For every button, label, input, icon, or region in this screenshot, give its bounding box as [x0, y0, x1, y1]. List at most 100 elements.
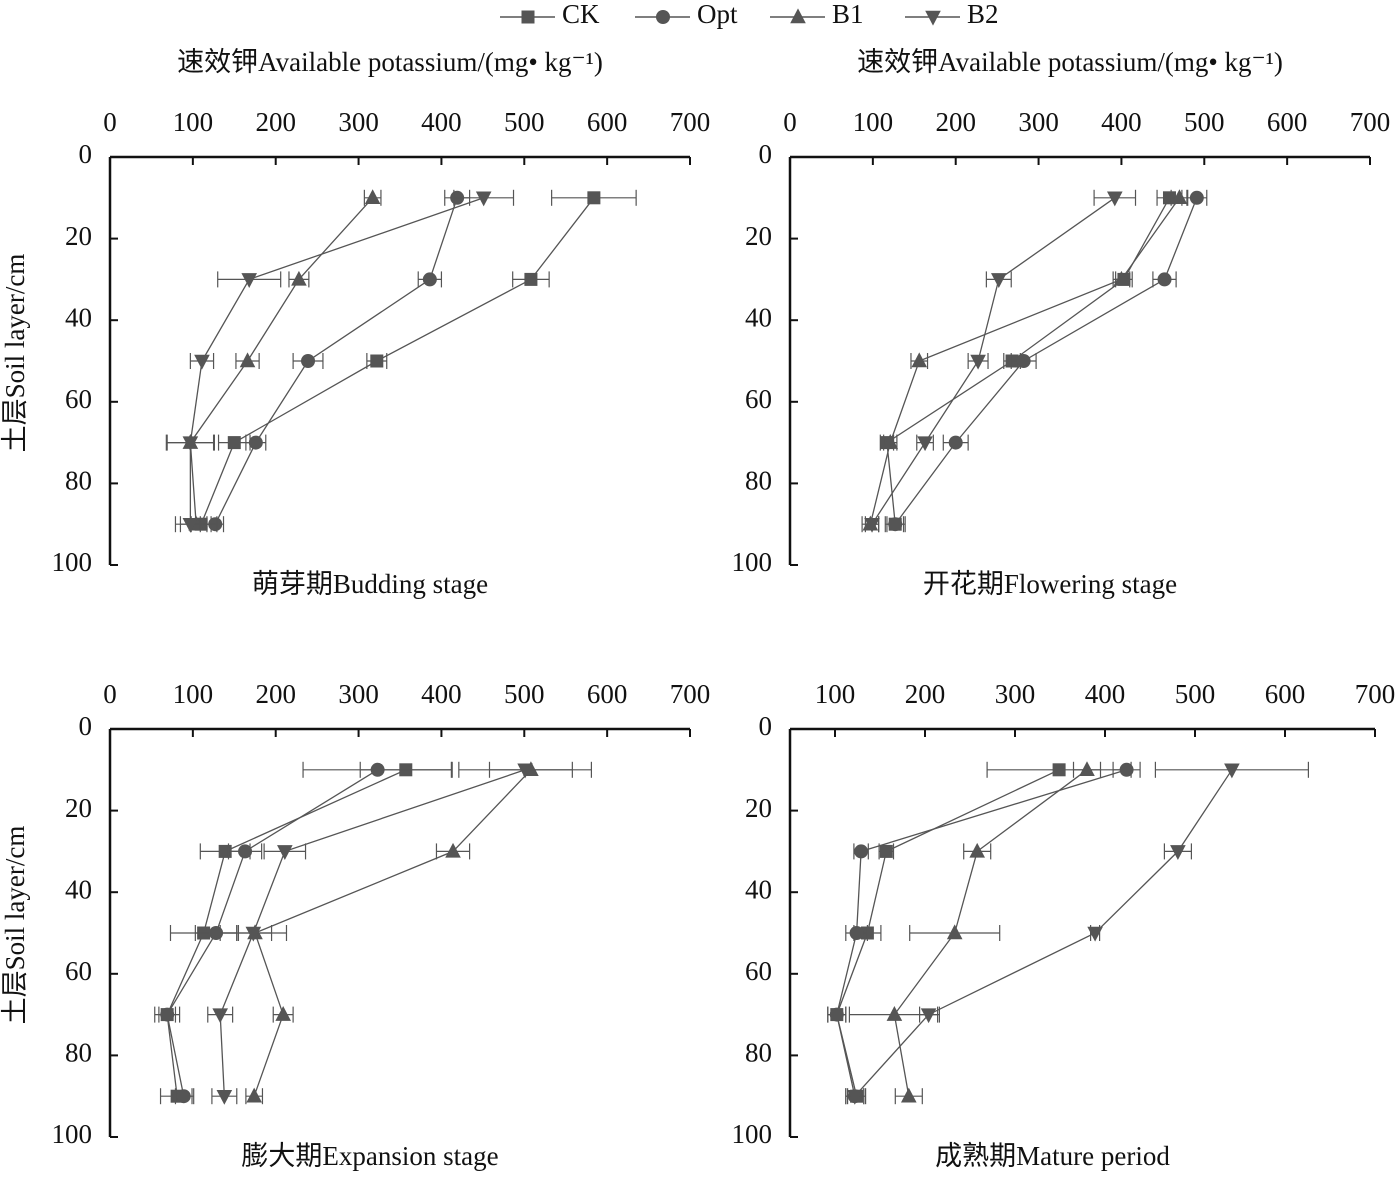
- marker: [524, 272, 538, 286]
- series-line: [189, 197, 484, 525]
- x-tick-label: 0: [103, 107, 117, 137]
- x-tick-label: 200: [935, 107, 976, 137]
- marker: [847, 1089, 863, 1105]
- marker: [194, 354, 210, 370]
- marker: [370, 354, 384, 368]
- y-tick-label: 100: [732, 1119, 773, 1149]
- marker: [212, 1008, 228, 1024]
- marker: [1016, 354, 1031, 368]
- y-tick-label: 40: [65, 302, 92, 332]
- y-tick-label: 60: [65, 384, 92, 414]
- series-line: [253, 769, 532, 1097]
- x-tick-label: 400: [1101, 107, 1142, 137]
- y-tick-label: 20: [745, 793, 772, 823]
- marker: [911, 352, 928, 368]
- x-tick-label: 500: [504, 679, 545, 709]
- marker: [422, 272, 437, 287]
- marker: [1087, 926, 1103, 942]
- marker: [879, 844, 893, 858]
- marker: [948, 435, 963, 450]
- marker: [227, 436, 241, 450]
- series-line: [871, 197, 1116, 525]
- marker: [277, 845, 293, 860]
- marker: [245, 926, 262, 942]
- marker: [275, 1006, 291, 1021]
- x-tick-label: 200: [255, 107, 296, 137]
- x-tick-label: 600: [1265, 679, 1306, 709]
- x-tick-label: 700: [1350, 107, 1391, 137]
- marker: [176, 1089, 191, 1104]
- marker: [241, 273, 257, 288]
- marker: [829, 1007, 844, 1022]
- y-axis-title: 土层Soil layer/cm: [0, 254, 30, 453]
- marker: [182, 436, 199, 452]
- x-tick-label: 300: [995, 679, 1036, 709]
- marker: [886, 1006, 903, 1021]
- y-tick-label: 80: [745, 1038, 772, 1068]
- marker: [656, 10, 670, 24]
- x-tick-label: 200: [255, 679, 296, 709]
- x-tick-label: 100: [853, 107, 894, 137]
- x-tick-label: 400: [1085, 679, 1126, 709]
- x-tick-label: 500: [1184, 107, 1225, 137]
- marker: [239, 352, 256, 368]
- marker: [946, 924, 963, 940]
- stage-label: 开花期Flowering stage: [923, 569, 1177, 599]
- x-tick-label: 0: [783, 107, 797, 137]
- y-tick-label: 40: [745, 874, 772, 904]
- marker: [1052, 763, 1066, 777]
- x-tick-label: 100: [815, 679, 856, 709]
- y-tick-label: 60: [65, 956, 92, 986]
- y-tick-label: 0: [79, 711, 93, 741]
- x-tick-label: 700: [670, 679, 711, 709]
- marker: [882, 434, 899, 449]
- legend-label: CK: [562, 0, 600, 29]
- x-tick-label: 500: [1175, 679, 1216, 709]
- x-tick-label: 200: [905, 679, 946, 709]
- y-tick-label: 0: [79, 139, 93, 169]
- marker: [301, 354, 316, 368]
- marker: [888, 517, 903, 532]
- marker: [1157, 272, 1172, 287]
- y-tick-label: 20: [65, 793, 92, 823]
- y-tick-label: 0: [759, 139, 773, 169]
- y-tick-label: 0: [759, 711, 773, 741]
- marker: [587, 191, 601, 205]
- y-tick-label: 80: [65, 1038, 92, 1068]
- y-tick-label: 60: [745, 384, 772, 414]
- marker: [160, 1007, 175, 1022]
- y-tick-label: 20: [65, 221, 92, 251]
- y-tick-label: 40: [745, 302, 772, 332]
- x-tick-label: 300: [1018, 107, 1059, 137]
- x-tick-label: 700: [670, 107, 711, 137]
- legend-label: B1: [832, 0, 864, 29]
- marker: [1162, 191, 1176, 205]
- marker: [182, 517, 199, 533]
- y-tick-label: 80: [745, 466, 772, 496]
- marker: [248, 435, 263, 450]
- marker: [1119, 762, 1134, 777]
- x-tick-label: 600: [587, 107, 628, 137]
- x-tick-label: 300: [338, 679, 379, 709]
- x-tick-label: 400: [421, 107, 462, 137]
- x-tick-label: 100: [173, 107, 214, 137]
- y-tick-label: 100: [52, 1119, 93, 1149]
- marker: [849, 926, 864, 940]
- y-tick-label: 40: [65, 874, 92, 904]
- x-tick-label: 400: [421, 679, 462, 709]
- marker: [246, 1087, 262, 1103]
- marker: [445, 842, 461, 858]
- marker: [970, 354, 986, 370]
- x-tick-label: 100: [173, 679, 214, 709]
- marker: [1170, 845, 1186, 860]
- stage-label: 成熟期Mature period: [935, 1141, 1170, 1171]
- marker: [920, 1008, 937, 1024]
- marker: [1224, 763, 1240, 779]
- y-tick-label: 100: [52, 547, 93, 577]
- marker: [864, 517, 880, 533]
- stage-label: 膨大期Expansion stage: [241, 1141, 498, 1171]
- x-tick-label: 500: [504, 107, 545, 137]
- marker: [370, 762, 385, 777]
- x-tick-label: 600: [1267, 107, 1308, 137]
- marker: [854, 844, 869, 859]
